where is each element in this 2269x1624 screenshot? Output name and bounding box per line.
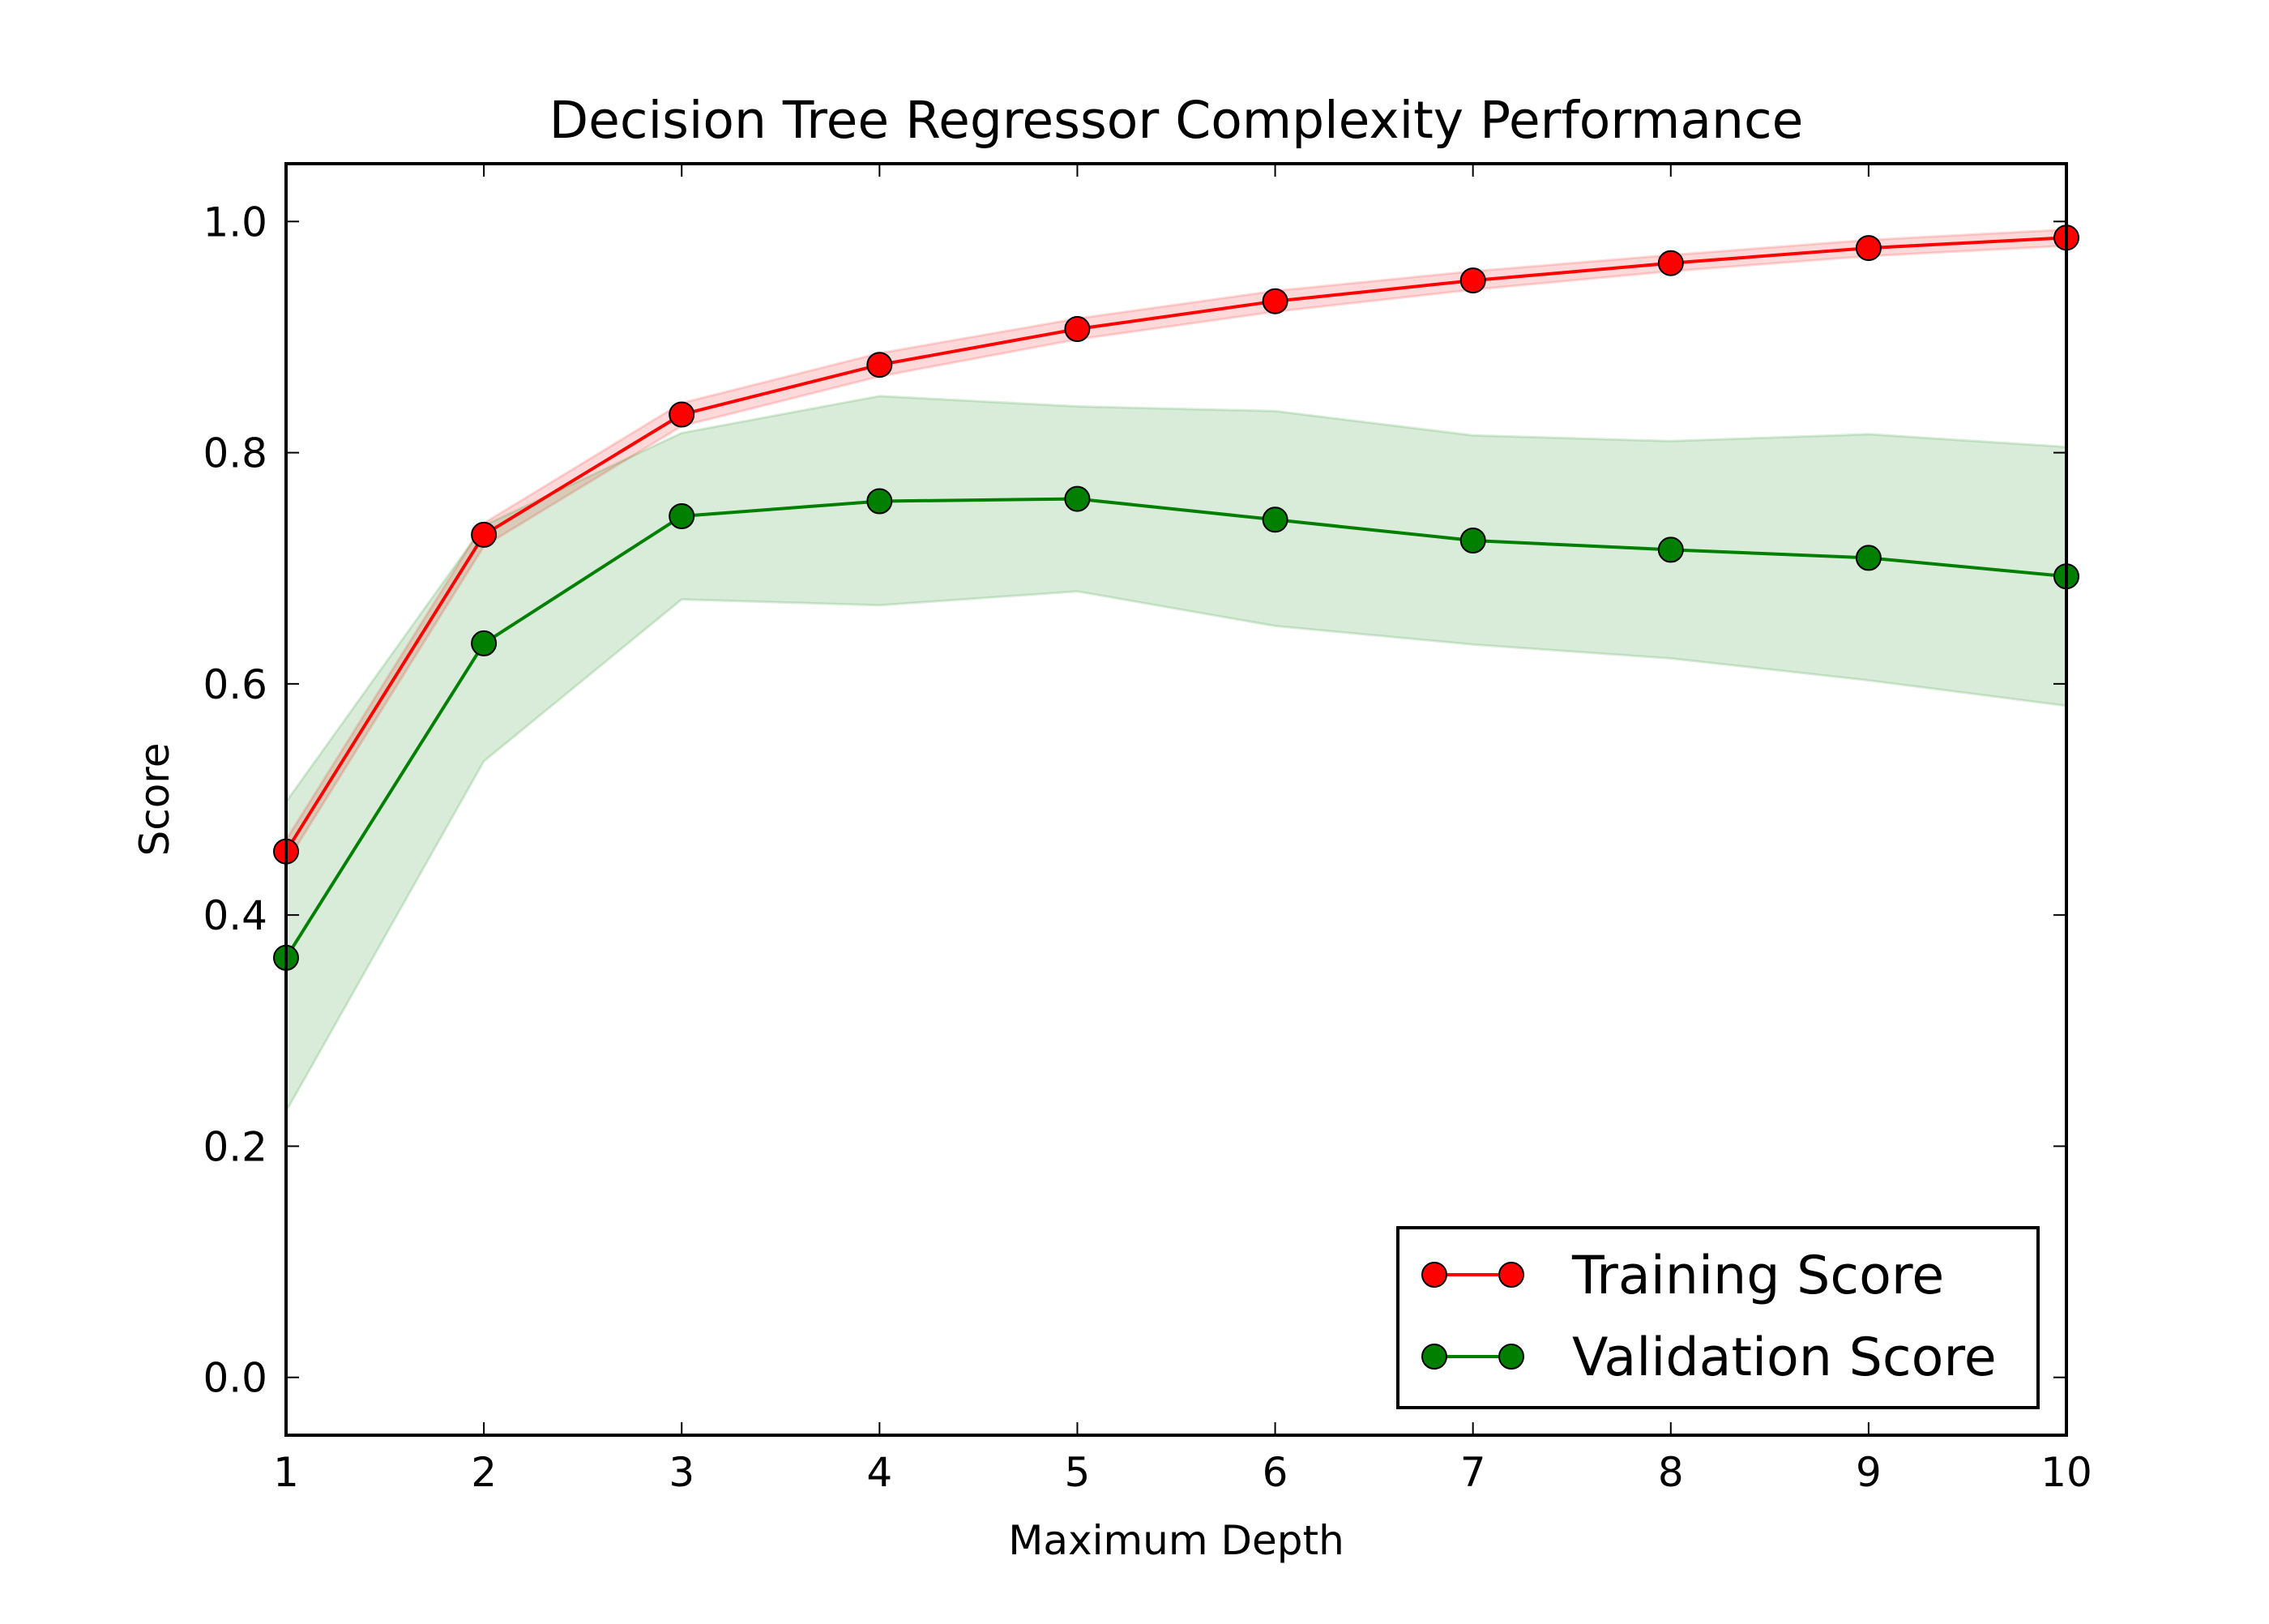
validation-score-point: [471, 630, 498, 656]
legend-box: [1396, 1226, 2040, 1409]
training-score-point: [1657, 250, 1684, 276]
x-tick-label: 3: [669, 1449, 694, 1496]
y-tick-label: 0.0: [203, 1355, 267, 1402]
training-score-legend-marker: [1498, 1262, 1524, 1288]
y-tick-label: 0.4: [203, 892, 267, 939]
x-tick-label: 6: [1263, 1449, 1288, 1496]
validation-score-point: [1657, 536, 1684, 563]
x-tick-label: 4: [866, 1449, 892, 1496]
y-tick-label: 0.6: [203, 661, 267, 708]
training-score-legend-marker: [1421, 1262, 1447, 1288]
validation-score-point: [1262, 506, 1288, 533]
x-tick-label: 5: [1065, 1449, 1091, 1496]
validation-score-point: [1064, 485, 1091, 512]
x-tick-label: 2: [471, 1449, 497, 1496]
y-axis-label: Score: [131, 742, 178, 856]
plot-frame: [284, 162, 2068, 1437]
y-tick-label: 0.8: [203, 430, 267, 477]
training-score-point: [1262, 288, 1288, 314]
training-score-point: [1459, 267, 1486, 294]
x-tick-label: 10: [2040, 1449, 2092, 1496]
x-tick-label: 1: [273, 1449, 299, 1496]
x-tick-label: 8: [1658, 1449, 1684, 1496]
x-tick-label: 7: [1460, 1449, 1486, 1496]
legend: Training Score Validation Score: [1396, 1226, 2040, 1409]
validation-score-point: [866, 488, 893, 515]
x-tick-label: 9: [1856, 1449, 1882, 1496]
training-score-line: [284, 236, 2067, 853]
training-score-legend-label: Training Score: [1571, 1246, 1944, 1306]
training-score-point: [866, 352, 893, 378]
series-lines: [284, 236, 2067, 959]
validation-score-point: [1459, 528, 1486, 553]
x-axis-label: Maximum Depth: [1008, 1517, 1344, 1564]
validation-score-point: [669, 503, 695, 529]
validation-score-legend-marker: [1421, 1344, 1447, 1370]
chart-title: Decision Tree Regressor Complexity Perfo…: [549, 91, 1804, 150]
training-score-point: [1855, 235, 1882, 262]
training-score-point: [669, 401, 695, 428]
validation-score-point: [1855, 545, 1882, 571]
validation-score-line: [284, 497, 2067, 959]
y-tick-label: 0.2: [203, 1123, 267, 1170]
training-score-point: [1064, 316, 1091, 342]
training-score-point: [471, 521, 498, 548]
validation-score-legend-marker: [1498, 1344, 1524, 1370]
y-tick-label: 1.0: [203, 199, 267, 246]
validation-score-legend-label: Validation Score: [1572, 1327, 1997, 1388]
axes: 1 2 3 4 5 6 7 8 9 10 0.0 0.2 0.4 0.6 0.8 1.0: [203, 162, 2092, 1496]
